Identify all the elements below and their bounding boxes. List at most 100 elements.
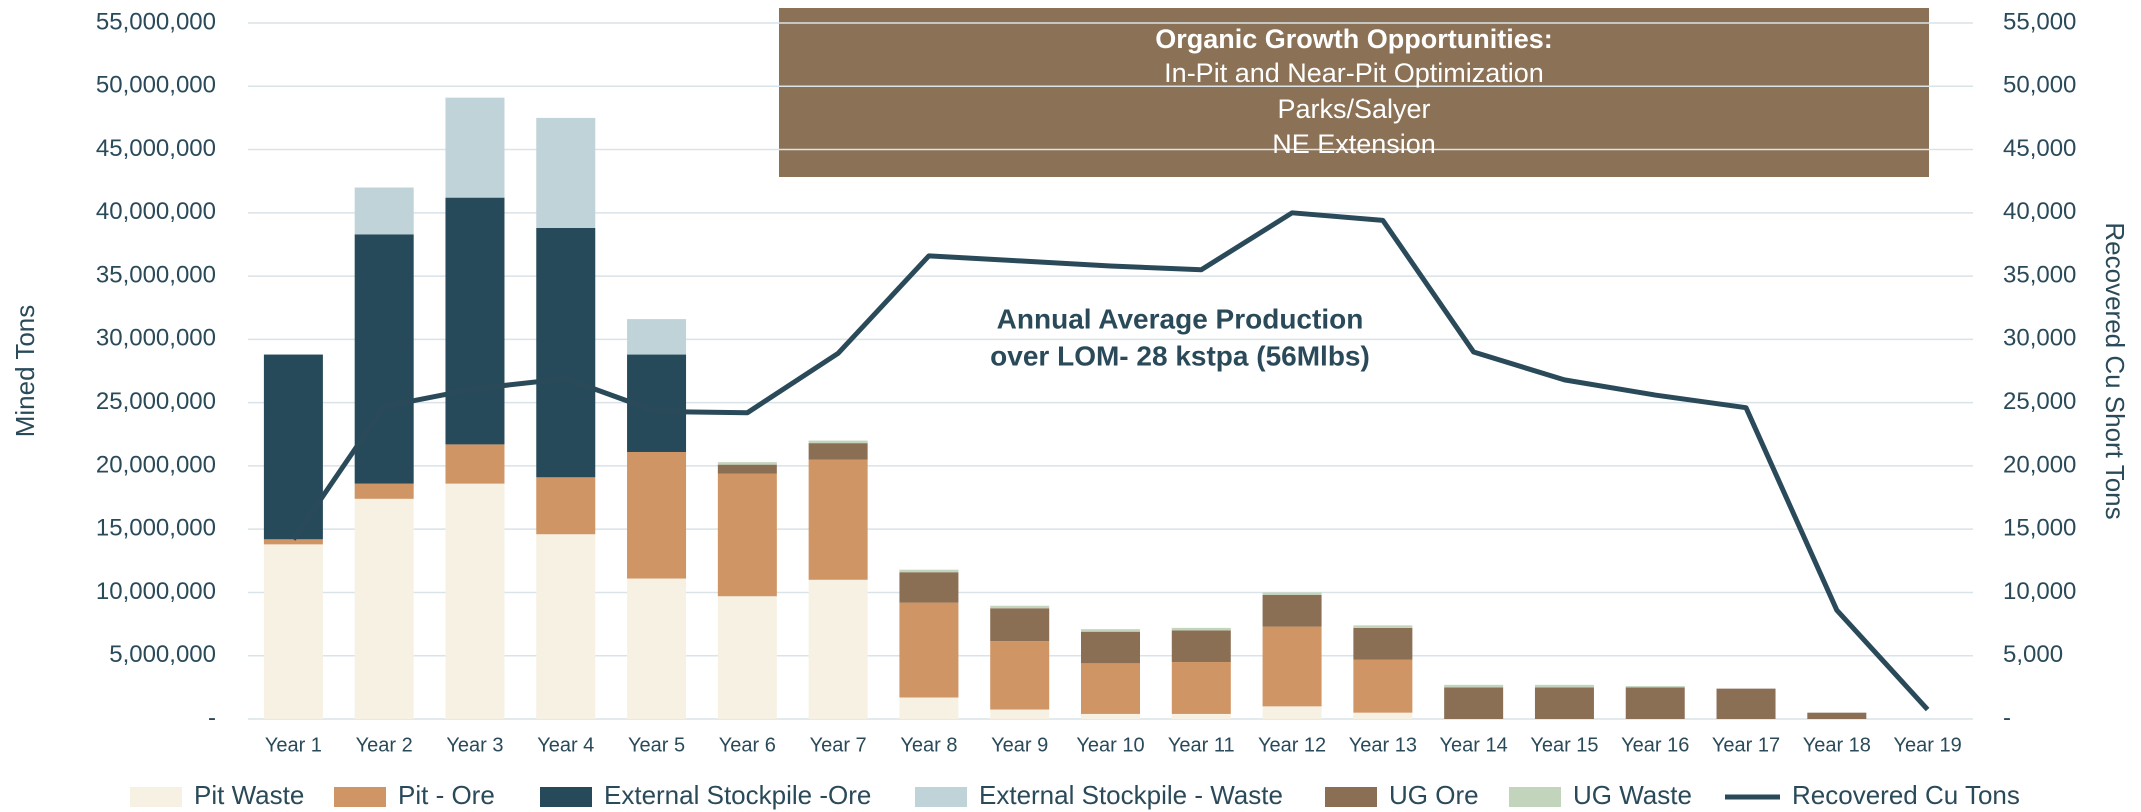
bar-segment xyxy=(717,596,777,719)
y2-tick-label: 30,000 xyxy=(2003,325,2076,352)
bar-segment xyxy=(263,539,323,545)
y-axis-title: Mined Tons xyxy=(10,305,40,438)
bar-segment xyxy=(808,579,868,719)
x-tick-label: Year 14 xyxy=(1440,734,1508,756)
bar-segment xyxy=(899,569,959,573)
bar-segment xyxy=(990,608,1050,642)
y2-tick-label: 50,000 xyxy=(2003,72,2076,99)
bar-segment xyxy=(354,234,414,484)
bar-segment xyxy=(1171,713,1231,719)
y2-tick-label: 35,000 xyxy=(2003,261,2076,288)
bar-segment xyxy=(263,544,323,719)
bar-segment xyxy=(717,464,777,474)
annotation-box-text: In-Pit and Near-Pit Optimization xyxy=(1164,58,1544,88)
bar-segment xyxy=(1353,625,1413,628)
bar-segment xyxy=(808,459,868,580)
line-series xyxy=(291,210,1930,712)
legend-swatch xyxy=(1325,787,1377,807)
y-tick-label: 45,000,000 xyxy=(96,135,216,162)
x-tick-label: Year 15 xyxy=(1530,734,1598,756)
bar-segment xyxy=(1625,686,1685,688)
bar-segment xyxy=(899,572,959,603)
bar-segment xyxy=(536,228,596,478)
x-tick-label: Year 11 xyxy=(1168,734,1235,756)
legend-label: UG Ore xyxy=(1389,780,1479,810)
bar-segment xyxy=(1534,684,1594,688)
legend-swatch xyxy=(540,787,592,807)
bar-segment xyxy=(1353,627,1413,660)
bar-segment xyxy=(445,444,505,484)
bar-segment xyxy=(445,97,505,198)
y-tick-label: 20,000,000 xyxy=(96,451,216,478)
bar-segment xyxy=(1262,626,1322,707)
x-tick-label: Year 9 xyxy=(991,734,1048,756)
bar-segment xyxy=(1444,687,1504,719)
legend-label: External Stockpile - Waste xyxy=(979,780,1283,810)
annotation-text: over LOM- 28 kstpa (56Mlbs) xyxy=(990,340,1370,371)
x-tick-label: Year 5 xyxy=(628,734,685,756)
annotation-text: Annual Average Production xyxy=(997,303,1364,334)
x-tick-label: Year 6 xyxy=(719,734,776,756)
y-tick-label: 30,000,000 xyxy=(96,325,216,352)
annotation-box-text: NE Extension xyxy=(1272,129,1436,159)
y2-tick-label: 45,000 xyxy=(2003,135,2076,162)
bar-segment xyxy=(1171,630,1231,663)
legend-swatch xyxy=(915,787,967,807)
bar-segment xyxy=(1081,663,1140,714)
bar-segment xyxy=(717,473,777,597)
x-tick-label: Year 4 xyxy=(537,734,594,756)
bar-segment xyxy=(445,197,505,445)
bar-segment xyxy=(1171,662,1231,714)
bar-segment xyxy=(1262,594,1322,627)
bar-segment xyxy=(1807,712,1867,719)
x-tick-label: Year 12 xyxy=(1258,734,1326,756)
y-tick-label: 5,000,000 xyxy=(109,641,216,668)
x-tick-label: Year 3 xyxy=(446,734,503,756)
x-tick-label: Year 8 xyxy=(900,734,957,756)
bar-segment xyxy=(1716,688,1776,719)
bar-segment xyxy=(354,483,414,499)
bar-segment xyxy=(627,319,687,355)
y2-tick-label: 15,000 xyxy=(2003,515,2076,542)
legend-label: Recovered Cu Tons xyxy=(1792,780,2020,810)
y2-tick-label: 55,000 xyxy=(2003,8,2076,35)
bar-segment xyxy=(1353,659,1413,713)
legend-label: Pit - Ore xyxy=(398,780,495,810)
x-tick-label: Year 7 xyxy=(810,734,867,756)
bar-segment xyxy=(1534,687,1594,719)
bar-segment xyxy=(1262,592,1322,595)
y-tick-label: 55,000,000 xyxy=(96,8,216,35)
y2-tick-label: - xyxy=(2003,704,2011,731)
bar-segment xyxy=(1262,706,1322,719)
bar-segment xyxy=(808,440,868,444)
bar-segment xyxy=(445,483,505,719)
x-tick-label: Year 18 xyxy=(1803,734,1871,756)
bar-segment xyxy=(1081,631,1140,664)
legend-label: UG Waste xyxy=(1573,780,1692,810)
y2-tick-label: 10,000 xyxy=(2003,578,2076,605)
x-tick-label: Year 19 xyxy=(1893,734,1961,756)
bar-segment xyxy=(354,498,414,719)
y2-tick-label: 5,000 xyxy=(2003,641,2063,668)
legend-swatch xyxy=(1509,787,1561,807)
bar-segment xyxy=(1625,687,1685,719)
bar-segment xyxy=(1171,627,1231,631)
y-tick-label: - xyxy=(208,704,216,731)
x-tick-label: Year 10 xyxy=(1076,734,1144,756)
legend-label: Pit Waste xyxy=(194,780,304,810)
bar-segment xyxy=(990,641,1050,710)
bar-segment xyxy=(899,602,959,698)
y-tick-label: 50,000,000 xyxy=(96,72,216,99)
legend-swatch xyxy=(334,787,386,807)
y-tick-label: 25,000,000 xyxy=(96,388,216,415)
y-tick-label: 10,000,000 xyxy=(96,578,216,605)
bar-segment xyxy=(1081,713,1140,719)
bar-segment xyxy=(536,477,596,535)
x-tick-label: Year 2 xyxy=(356,734,413,756)
y2-axis-title: Recovered Cu Short Tons xyxy=(2100,222,2130,519)
bar-segment xyxy=(808,443,868,460)
annotation-box-text: Organic Growth Opportunities: xyxy=(1155,24,1553,54)
legend-label: External Stockpile -Ore xyxy=(604,780,871,810)
